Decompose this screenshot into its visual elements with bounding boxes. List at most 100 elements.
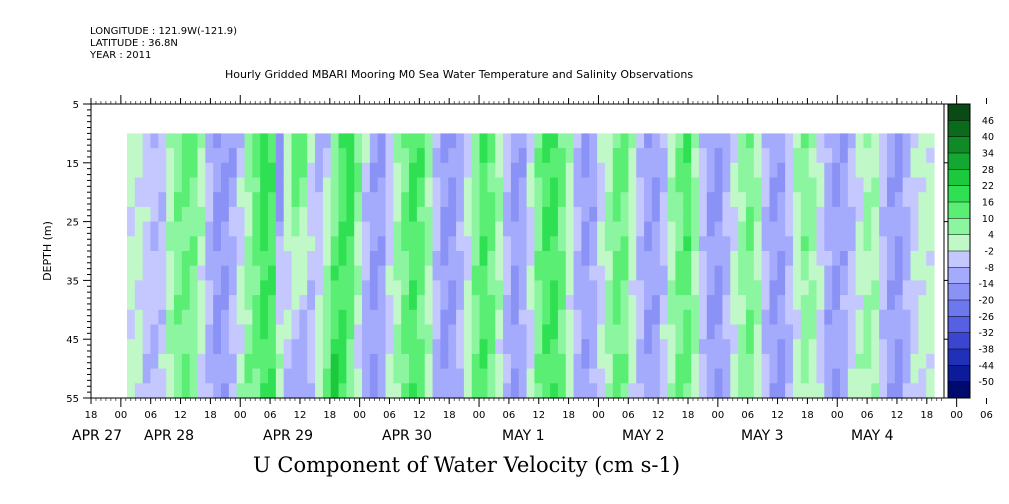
heatmap-cell <box>526 177 536 193</box>
heatmap-cell <box>761 295 771 311</box>
heatmap-cell <box>299 192 308 208</box>
heatmap-cell <box>244 383 253 399</box>
heatmap-cell <box>855 324 865 340</box>
heatmap-cell <box>291 162 300 179</box>
heatmap-cell <box>604 339 614 355</box>
heatmap-cell <box>557 295 567 311</box>
heatmap-cell <box>377 353 387 370</box>
heatmap-cell <box>769 265 778 281</box>
heatmap-cell <box>362 148 371 164</box>
heatmap-cell <box>589 309 598 326</box>
heatmap-cell <box>832 236 841 252</box>
heatmap-cell <box>800 353 810 370</box>
heatmap-cell <box>738 177 747 193</box>
heatmap-cell <box>871 295 880 311</box>
heatmap-cell <box>706 383 716 399</box>
heatmap-cell <box>777 236 786 252</box>
heatmap-cell <box>800 236 810 252</box>
heatmap-cell <box>534 353 543 370</box>
heatmap-cell <box>393 133 402 149</box>
heatmap-cell <box>550 192 559 208</box>
heatmap-cell <box>565 280 575 296</box>
colorbar-swatch <box>948 267 970 285</box>
heatmap-cell <box>659 383 669 399</box>
heatmap-cell <box>283 339 293 355</box>
heatmap-cell <box>463 177 473 193</box>
heatmap-cell <box>252 192 261 208</box>
heatmap-cell <box>769 251 778 267</box>
heatmap-cell <box>158 339 167 355</box>
heatmap-cell <box>761 339 771 355</box>
heatmap-cell <box>205 368 214 384</box>
x-hour-label: 06 <box>741 410 754 421</box>
heatmap-cell <box>918 221 927 237</box>
colorbar-label: -20 <box>978 296 994 307</box>
heatmap-cell <box>142 295 152 311</box>
heatmap-cell <box>769 368 778 384</box>
heatmap-cell <box>142 383 152 399</box>
heatmap-cell <box>785 280 794 296</box>
heatmap-cell <box>315 206 324 223</box>
heatmap-cell <box>448 280 457 296</box>
heatmap-cell <box>205 236 214 252</box>
heatmap-cell <box>471 251 481 267</box>
heatmap-cell <box>299 251 308 267</box>
heatmap-cell <box>847 251 857 267</box>
heatmap-cell <box>863 265 872 281</box>
heatmap-cell <box>808 339 818 355</box>
heatmap-cell <box>612 236 622 252</box>
heatmap-cell <box>134 339 144 355</box>
heatmap-cell <box>542 295 551 311</box>
heatmap-cell <box>495 353 504 370</box>
heatmap-cell <box>283 206 293 223</box>
heatmap-cell <box>213 177 222 193</box>
heatmap-cell <box>871 148 880 164</box>
x-date-label: MAY 3 <box>741 428 783 444</box>
heatmap-cell <box>894 324 904 340</box>
heatmap-cell <box>612 162 622 179</box>
heatmap-cell <box>816 133 825 149</box>
heatmap-cell <box>283 295 293 311</box>
heatmap-cell <box>166 192 175 208</box>
heatmap-cell <box>369 177 379 193</box>
heatmap-cell <box>315 265 324 281</box>
heatmap-cell <box>346 162 355 179</box>
heatmap-cell <box>456 353 465 370</box>
heatmap-cell <box>213 221 222 237</box>
heatmap-cell <box>589 295 598 311</box>
heatmap-cell <box>573 368 583 384</box>
heatmap-cell <box>651 192 661 208</box>
heatmap-cell <box>902 368 912 384</box>
heatmap-cell <box>510 221 520 237</box>
heatmap-cell <box>761 177 771 193</box>
heatmap-cell <box>213 192 222 208</box>
heatmap-cell <box>808 133 818 149</box>
heatmap-cell <box>221 133 230 149</box>
heatmap-cell <box>871 309 880 326</box>
heatmap-cell <box>440 148 449 164</box>
heatmap-cell <box>236 133 246 149</box>
heatmap-cell <box>612 206 622 223</box>
heatmap-cell <box>573 309 583 326</box>
heatmap-cell <box>409 353 418 370</box>
heatmap-cell <box>863 251 872 267</box>
heatmap-cell <box>228 221 238 237</box>
heatmap-cell <box>792 295 802 311</box>
heatmap-cell <box>644 265 653 281</box>
heatmap-cell <box>158 177 167 193</box>
heatmap-cell <box>628 265 637 281</box>
heatmap-cell <box>424 236 434 252</box>
heatmap-cell <box>338 324 347 340</box>
heatmap-cell <box>698 206 708 223</box>
heatmap-cell <box>910 177 919 193</box>
heatmap-cell <box>127 295 136 311</box>
heatmap-cell <box>691 133 700 149</box>
heatmap-cell <box>260 353 269 370</box>
heatmap-cell <box>800 265 810 281</box>
heatmap-cell <box>871 339 880 355</box>
heatmap-cell <box>824 133 833 149</box>
heatmap-cell <box>581 383 590 399</box>
heatmap-cell <box>722 368 731 384</box>
heatmap-cell <box>354 251 363 267</box>
heatmap-cell <box>808 162 818 179</box>
